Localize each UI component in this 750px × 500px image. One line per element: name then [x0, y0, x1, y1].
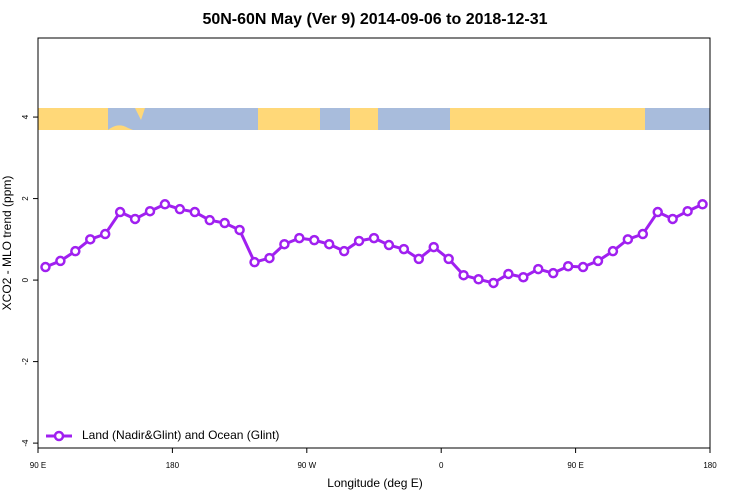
data-point — [204, 214, 215, 226]
data-point — [368, 232, 380, 244]
data-point — [607, 245, 619, 257]
data-point — [309, 234, 320, 246]
y-tick-label: -4 — [21, 439, 30, 447]
data-point — [398, 243, 410, 255]
map-strip — [38, 108, 710, 130]
data-point — [99, 228, 111, 240]
series-line — [44, 202, 704, 285]
data-point — [622, 234, 634, 245]
data-point — [338, 245, 350, 257]
data-point — [547, 267, 559, 279]
x-tick-label: 90 E — [30, 461, 46, 470]
data-point — [279, 238, 290, 250]
data-point — [428, 241, 439, 253]
data-point — [592, 255, 604, 267]
chart-title: 50N-60N May (Ver 9) 2014-09-06 to 2018-1… — [202, 11, 547, 28]
legend-marker — [53, 430, 65, 442]
y-tick-label: 4 — [21, 114, 30, 119]
data-point — [129, 213, 141, 225]
data-point — [85, 234, 96, 245]
y-tick-label: 2 — [21, 196, 30, 201]
data-point — [70, 245, 81, 257]
data-point — [503, 268, 514, 280]
data-point — [40, 261, 51, 273]
x-tick-label: 90 E — [567, 461, 583, 470]
x-tick-label: 90 W — [297, 461, 316, 470]
data-point — [189, 206, 201, 218]
data-point — [144, 205, 156, 217]
data-point — [562, 260, 574, 272]
data-point — [652, 206, 663, 218]
data-point — [234, 224, 245, 236]
data-point — [682, 205, 693, 217]
y-tick-label: -2 — [21, 357, 30, 365]
data-point — [667, 213, 678, 225]
data-point — [383, 239, 395, 251]
data-point — [473, 274, 484, 285]
data-point — [249, 256, 260, 268]
y-axis-label: XCO2 - MLO trend (ppm) — [0, 176, 14, 311]
data-point — [159, 199, 171, 210]
x-tick-label: 0 — [439, 461, 444, 470]
data-point — [458, 269, 469, 281]
data-point — [697, 199, 708, 210]
data-point — [413, 253, 425, 265]
data-point — [488, 277, 499, 289]
x-tick-label: 180 — [166, 461, 180, 470]
data-point — [637, 228, 649, 240]
x-tick-label: 180 — [703, 461, 717, 470]
data-point — [518, 271, 529, 283]
plot-frame — [37, 37, 711, 449]
data-point — [443, 253, 454, 265]
data-point — [323, 238, 335, 250]
x-axis-label: Longitude (deg E) — [327, 476, 422, 490]
data-point — [219, 217, 230, 229]
data-point — [294, 232, 305, 244]
data-point — [55, 255, 66, 267]
y-tick-label: 0 — [21, 277, 30, 282]
data-point — [114, 206, 126, 218]
data-point — [264, 252, 275, 264]
data-point — [577, 261, 589, 273]
data-point — [353, 235, 365, 247]
data-point — [174, 203, 186, 215]
legend-label: Land (Nadir&Glint) and Ocean (Glint) — [82, 428, 279, 442]
data-point — [533, 263, 544, 275]
